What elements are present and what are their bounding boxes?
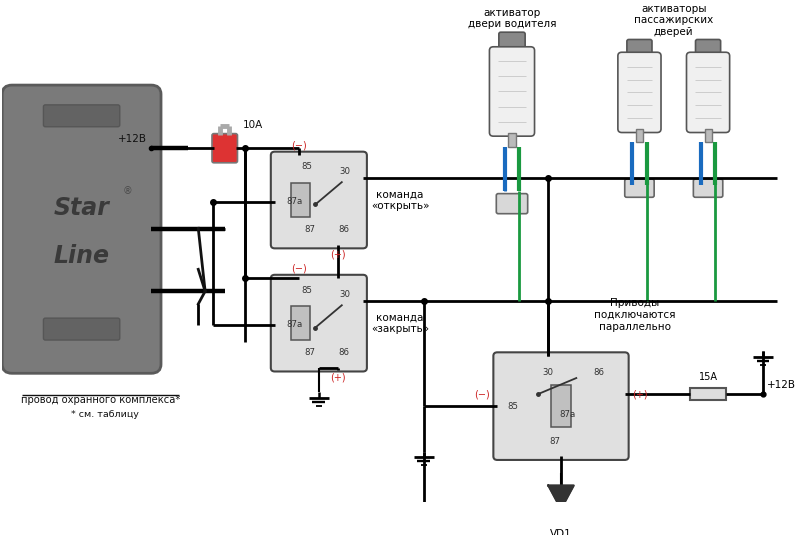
FancyBboxPatch shape [271,151,367,248]
Text: 85: 85 [301,163,312,171]
Bar [290,306,310,340]
Text: команда
«открыть»: команда «открыть» [371,190,430,211]
Bar [690,388,726,401]
FancyBboxPatch shape [499,32,525,52]
Text: (+): (+) [330,372,346,383]
Text: 86: 86 [594,368,605,377]
FancyBboxPatch shape [2,85,161,373]
Text: 30: 30 [542,368,554,377]
Text: ®: ® [122,186,133,196]
Text: 30: 30 [340,167,351,176]
Text: 30: 30 [340,290,351,299]
FancyBboxPatch shape [695,40,721,58]
FancyBboxPatch shape [494,353,629,460]
Text: 15A: 15A [698,372,718,382]
Bar [705,129,711,142]
Text: команда
«закрыть»: команда «закрыть» [371,313,429,334]
Text: активатор
двери водителя: активатор двери водителя [468,8,556,29]
Text: 87a: 87a [286,197,302,207]
Text: 87: 87 [305,225,315,234]
FancyBboxPatch shape [212,134,238,163]
Text: 86: 86 [338,348,349,357]
FancyBboxPatch shape [43,105,120,127]
Polygon shape [548,485,574,509]
Text: +12В: +12В [118,134,147,143]
Text: 87: 87 [549,437,560,446]
Text: (−): (−) [291,264,307,274]
Text: VD1: VD1 [550,529,572,535]
Bar [290,183,310,217]
Text: (+): (+) [330,249,346,259]
FancyBboxPatch shape [686,52,730,133]
Text: провод охранного комплекса*: провод охранного комплекса* [21,395,180,405]
FancyBboxPatch shape [618,52,661,133]
Bar [636,129,643,142]
Text: Приводы
подключаются
параллельно: Приводы подключаются параллельно [594,299,675,332]
FancyBboxPatch shape [625,179,654,197]
Text: активаторы
пассажирских
дверей: активаторы пассажирских дверей [634,4,714,37]
Text: 87a: 87a [559,410,575,419]
FancyBboxPatch shape [694,179,722,197]
FancyBboxPatch shape [627,40,652,58]
Text: 10A: 10A [242,120,262,130]
Text: 85: 85 [301,286,312,295]
Text: (+): (+) [633,389,648,399]
Text: * см. таблицу: * см. таблицу [71,410,138,419]
Text: 85: 85 [507,402,518,411]
FancyBboxPatch shape [496,194,528,213]
Text: (−): (−) [291,141,307,151]
Text: 87: 87 [305,348,315,357]
Text: (−): (−) [474,389,490,399]
Text: +12В: +12В [767,379,796,389]
FancyBboxPatch shape [490,47,534,136]
Bar [508,133,516,147]
Text: 87a: 87a [286,320,302,330]
FancyBboxPatch shape [271,275,367,371]
Text: Line: Line [54,244,110,268]
Text: Star: Star [54,196,110,219]
Bar [551,385,571,427]
FancyBboxPatch shape [43,318,120,340]
Text: 86: 86 [338,225,349,234]
